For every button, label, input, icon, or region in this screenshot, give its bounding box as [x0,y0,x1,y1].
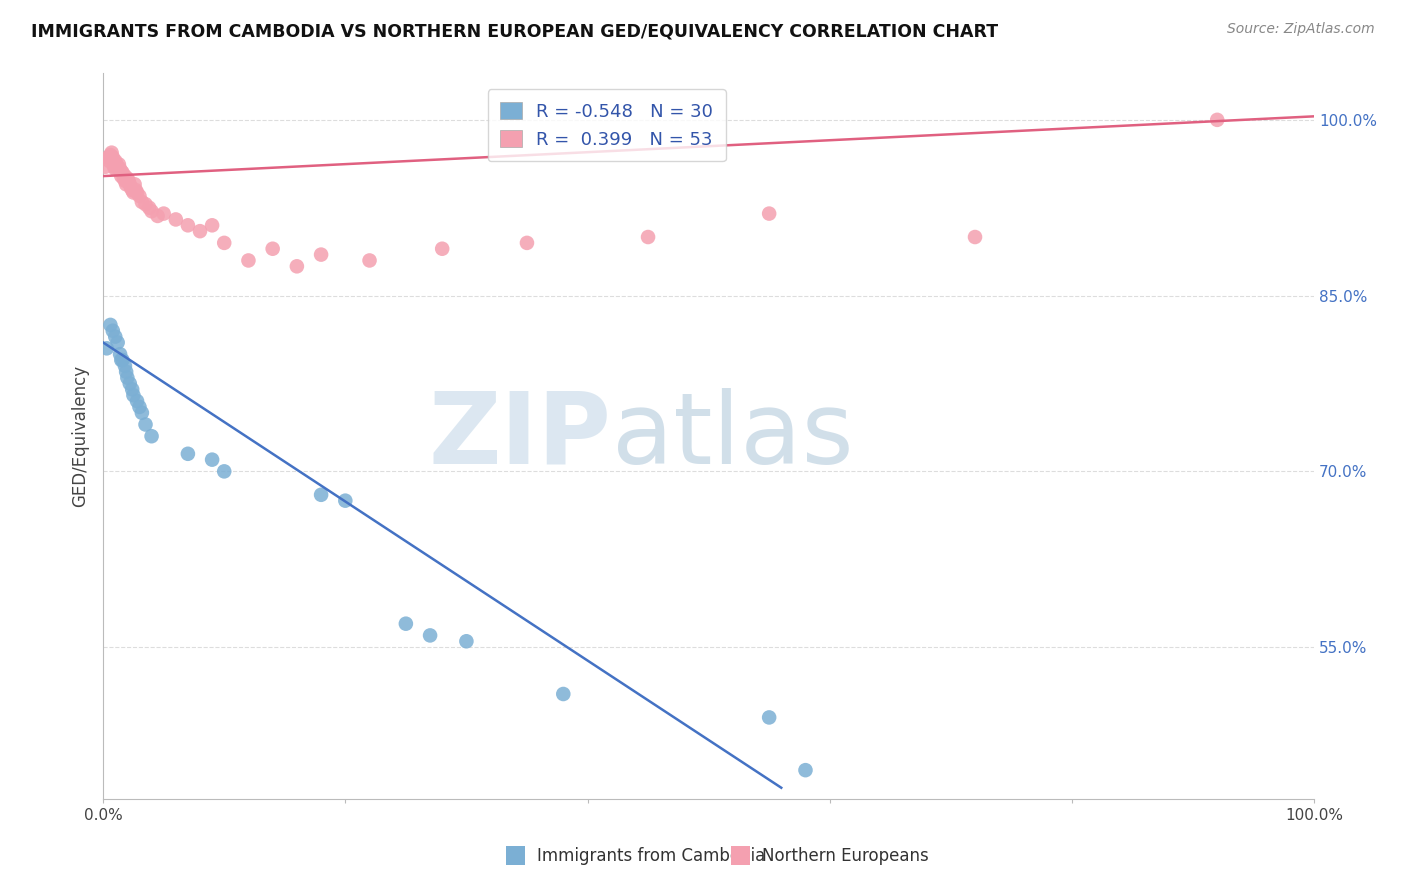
Point [131,194,153,209]
Point [118,376,141,391]
Point [122,186,145,200]
Point [1206,112,1229,127]
Point [122,388,145,402]
Point [125,394,148,409]
Point [212,235,235,250]
Point [108,347,131,361]
Point [637,230,659,244]
Point [128,400,150,414]
Point [114,359,136,373]
Point [177,447,200,461]
Point [100,150,122,164]
Point [100,318,122,332]
Point [115,178,138,192]
Point [758,206,780,220]
Point [104,329,127,343]
Point [114,169,136,183]
Point [152,206,174,220]
Point [111,165,134,179]
Point [432,242,454,256]
Point [963,230,986,244]
Text: Immigrants from Cambodia: Immigrants from Cambodia [537,847,765,864]
Point [138,201,160,215]
Point [96,342,118,356]
Point [516,235,538,250]
Point [120,181,142,195]
Text: atlas: atlas [612,388,853,484]
Point [309,488,332,502]
Point [285,260,308,274]
Point [115,365,138,379]
Point [177,219,200,233]
Point [141,204,163,219]
Point [125,183,148,197]
Point [794,763,817,777]
Point [141,429,163,443]
Point [97,150,120,164]
Text: IMMIGRANTS FROM CAMBODIA VS NORTHERN EUROPEAN GED/EQUIVALENCY CORRELATION CHART: IMMIGRANTS FROM CAMBODIA VS NORTHERN EUR… [31,22,998,40]
Point [114,174,136,188]
Text: Source: ZipAtlas.com: Source: ZipAtlas.com [1227,22,1375,37]
Point [94,160,117,174]
Point [758,710,780,724]
Point [146,209,169,223]
Point [110,164,132,178]
Point [105,157,128,171]
Point [117,174,139,188]
Point [553,687,575,701]
Point [456,634,478,648]
Point [359,253,381,268]
Point [238,253,260,268]
Point [134,417,156,432]
Point [100,145,122,160]
Point [128,189,150,203]
Point [101,324,124,338]
Point [309,247,332,261]
Point [419,628,441,642]
Point [262,242,284,256]
Point [201,452,224,467]
Point [104,162,127,177]
Point [201,219,224,233]
Point [108,162,131,177]
Point [212,464,235,478]
Point [124,178,146,192]
Point [107,335,129,350]
Point [111,353,134,368]
Point [110,169,132,183]
Point [121,183,143,197]
Point [134,197,156,211]
Point [395,616,418,631]
Point [165,212,187,227]
Point [108,157,131,171]
Legend: R = -0.548   N = 30, R =  0.399   N = 53: R = -0.548 N = 30, R = 0.399 N = 53 [488,89,725,161]
Point [335,493,357,508]
Point [131,406,153,420]
Y-axis label: GED/Equivalency: GED/Equivalency [72,365,89,508]
Point [98,153,121,168]
Point [117,370,139,384]
Point [188,224,211,238]
Point [101,150,124,164]
Point [104,153,127,168]
Point [112,171,135,186]
Point [110,353,132,368]
Text: Northern Europeans: Northern Europeans [762,847,929,864]
Point [121,382,143,396]
Point [117,171,139,186]
Text: ZIP: ZIP [429,388,612,484]
Point [118,178,141,192]
Point [103,160,125,174]
Point [125,186,148,200]
Point [107,160,129,174]
Point [100,148,122,162]
